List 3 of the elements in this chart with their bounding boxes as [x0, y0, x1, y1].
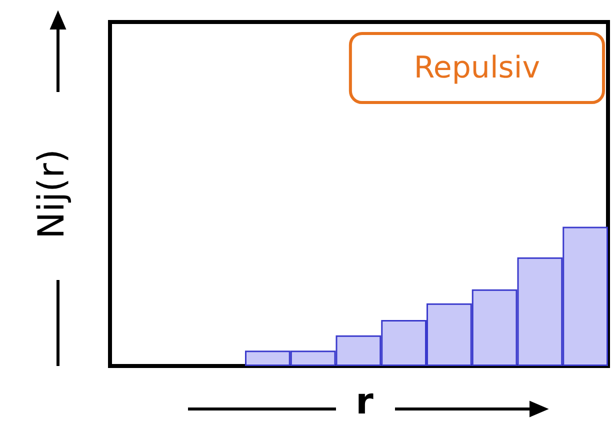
x-axis-title: r: [356, 382, 374, 422]
text: Repulsiv: [414, 50, 540, 86]
y-axis-title: Nij(r): [32, 149, 72, 239]
